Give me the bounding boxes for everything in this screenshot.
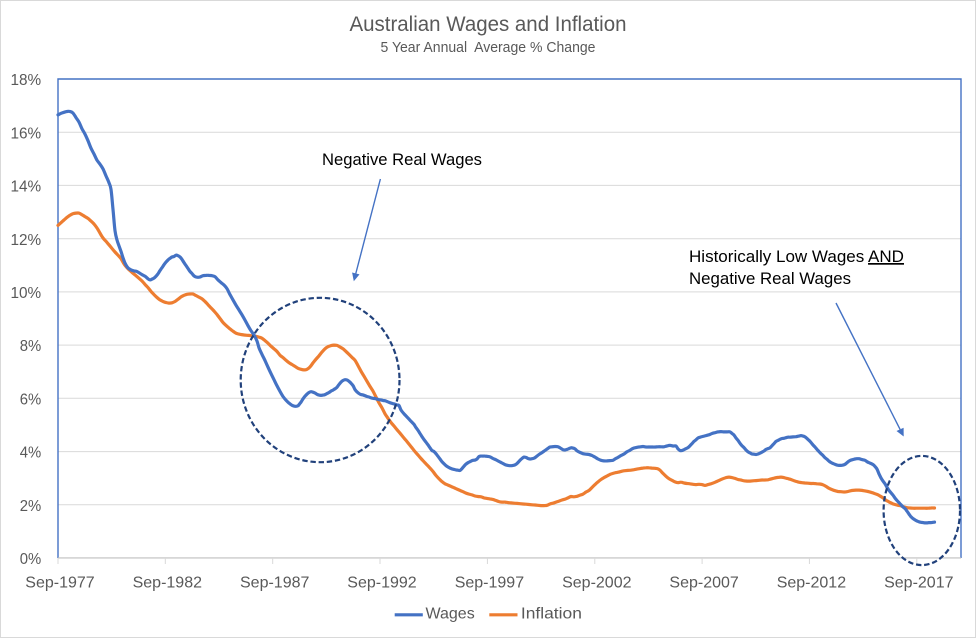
svg-text:Australian Wages and Inflation: Australian Wages and Inflation	[350, 13, 627, 36]
svg-text:Negative Real Wages: Negative Real Wages	[322, 150, 482, 169]
svg-text:Sep-2017: Sep-2017	[884, 575, 953, 592]
svg-text:14%: 14%	[11, 179, 42, 196]
svg-text:12%: 12%	[11, 232, 42, 249]
svg-text:0%: 0%	[20, 551, 42, 568]
svg-text:2%: 2%	[20, 498, 42, 515]
svg-text:18%: 18%	[11, 72, 42, 89]
svg-text:10%: 10%	[11, 285, 42, 302]
svg-text:8%: 8%	[20, 338, 42, 355]
svg-text:Sep-2002: Sep-2002	[562, 575, 631, 592]
svg-text:Sep-1987: Sep-1987	[240, 575, 309, 592]
svg-text:Sep-1997: Sep-1997	[455, 575, 524, 592]
svg-text:Inflation: Inflation	[521, 606, 582, 623]
svg-text:4%: 4%	[20, 445, 42, 462]
svg-text:Sep-2007: Sep-2007	[669, 575, 738, 592]
svg-text:16%: 16%	[11, 125, 42, 142]
svg-text:Sep-1992: Sep-1992	[347, 575, 416, 592]
svg-text:Sep-2012: Sep-2012	[777, 575, 846, 592]
svg-text:Sep-1977: Sep-1977	[25, 575, 94, 592]
svg-text:5 Year Annual Average % Chang: 5 Year Annual Average % Change	[381, 40, 596, 56]
svg-text:Sep-1982: Sep-1982	[133, 575, 202, 592]
svg-text:Historically Low Wages AND: Historically Low Wages AND	[689, 247, 904, 266]
svg-text:6%: 6%	[20, 391, 42, 408]
svg-text:Wages: Wages	[426, 606, 475, 623]
svg-text:Negative Real Wages: Negative Real Wages	[689, 269, 851, 288]
